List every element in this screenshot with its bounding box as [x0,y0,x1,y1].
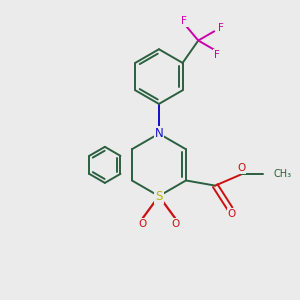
Text: F: F [181,16,187,26]
Text: CH₃: CH₃ [273,169,291,179]
Text: O: O [237,163,245,173]
Text: F: F [218,23,224,33]
Text: F: F [214,50,220,60]
Text: S: S [155,190,163,202]
Text: N: N [154,127,163,140]
Text: O: O [138,219,147,229]
Text: O: O [227,209,236,219]
Text: O: O [171,219,179,229]
